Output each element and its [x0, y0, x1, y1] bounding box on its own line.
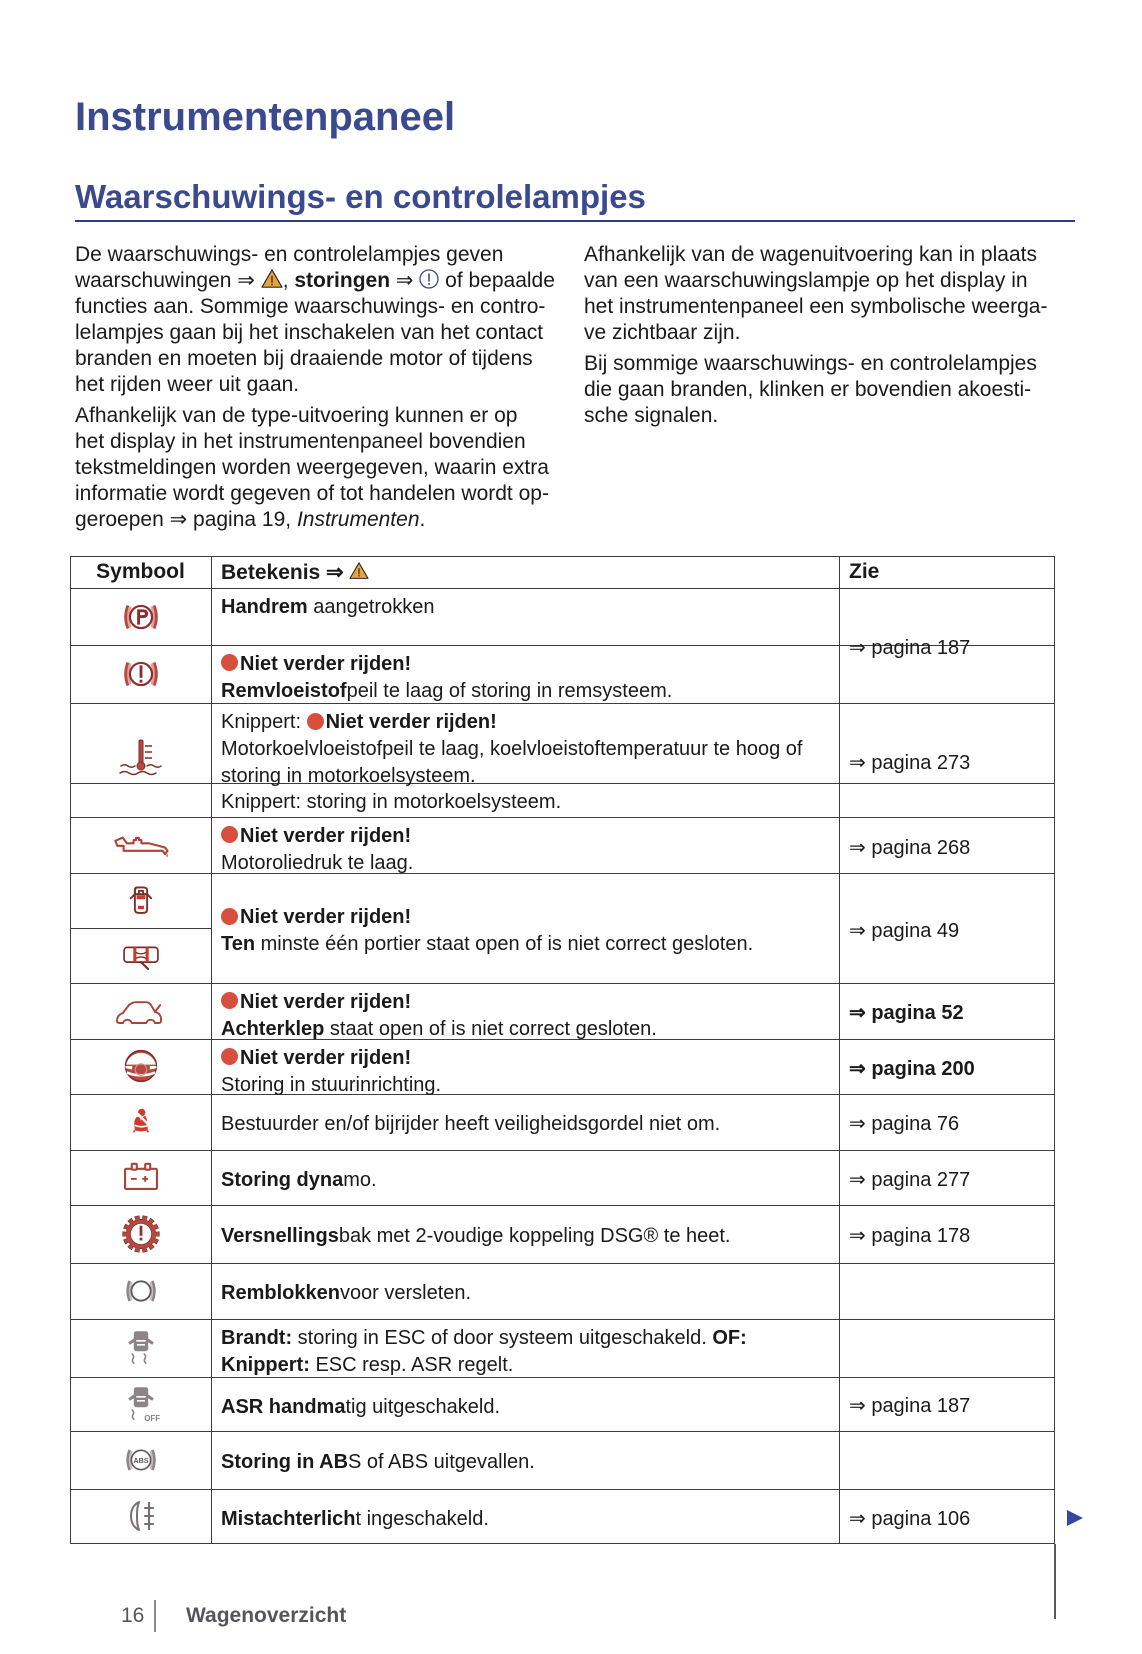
svg-text:ABS: ABS	[133, 1457, 148, 1465]
svg-text:OFF: OFF	[144, 1414, 160, 1423]
